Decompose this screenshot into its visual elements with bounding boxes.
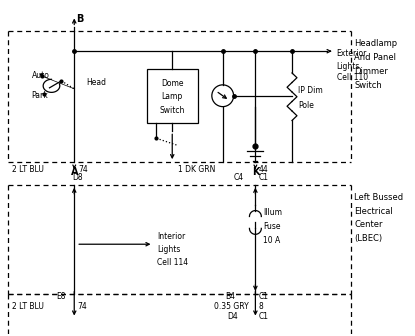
- Text: D4: D4: [228, 312, 239, 321]
- Bar: [146, 69, 198, 123]
- Text: E8: E8: [56, 292, 66, 301]
- Text: Illum: Illum: [263, 208, 282, 217]
- Text: C1: C1: [259, 173, 269, 182]
- Text: Cell 110: Cell 110: [337, 73, 368, 82]
- Text: Interior: Interior: [157, 232, 186, 241]
- Text: 74: 74: [78, 165, 88, 174]
- Text: Exterior: Exterior: [337, 49, 367, 58]
- Text: Switch: Switch: [354, 81, 382, 90]
- Text: A: A: [71, 167, 78, 177]
- Text: Head: Head: [86, 78, 106, 87]
- Text: Auto: Auto: [32, 72, 49, 80]
- Text: Dimmer: Dimmer: [354, 67, 388, 76]
- Text: Switch: Switch: [159, 106, 185, 115]
- Text: 1 DK GRN: 1 DK GRN: [178, 165, 215, 174]
- Text: 2 LT BLU: 2 LT BLU: [12, 302, 44, 311]
- Text: 2 LT BLU: 2 LT BLU: [12, 165, 44, 174]
- Text: B4: B4: [226, 292, 236, 301]
- Text: Dome: Dome: [161, 79, 183, 88]
- Text: Headlamp: Headlamp: [354, 39, 398, 48]
- Text: IP Dim: IP Dim: [298, 86, 323, 95]
- Text: And Panel: And Panel: [354, 53, 396, 62]
- Text: Electrical: Electrical: [354, 207, 393, 216]
- Text: Lamp: Lamp: [161, 92, 183, 101]
- Text: 10 A: 10 A: [263, 236, 281, 245]
- Text: Left Bussed: Left Bussed: [354, 193, 403, 202]
- Text: (LBEC): (LBEC): [354, 234, 383, 243]
- Text: C1: C1: [259, 312, 269, 321]
- Text: D8: D8: [72, 173, 83, 182]
- Text: B: B: [76, 13, 83, 24]
- Text: C4: C4: [234, 173, 244, 182]
- Text: 8: 8: [259, 302, 263, 311]
- Text: Center: Center: [354, 220, 383, 229]
- Text: Lights: Lights: [157, 245, 181, 254]
- Text: Pole: Pole: [298, 101, 314, 110]
- Text: 44: 44: [259, 165, 268, 174]
- Text: C1: C1: [259, 292, 269, 301]
- Text: Park: Park: [32, 91, 49, 100]
- Text: 74: 74: [77, 302, 87, 311]
- Text: Lights: Lights: [337, 62, 360, 71]
- Text: 0.35 GRY: 0.35 GRY: [214, 302, 249, 311]
- Text: Cell 114: Cell 114: [157, 257, 188, 266]
- Text: K: K: [251, 167, 259, 177]
- Text: Fuse: Fuse: [263, 222, 281, 231]
